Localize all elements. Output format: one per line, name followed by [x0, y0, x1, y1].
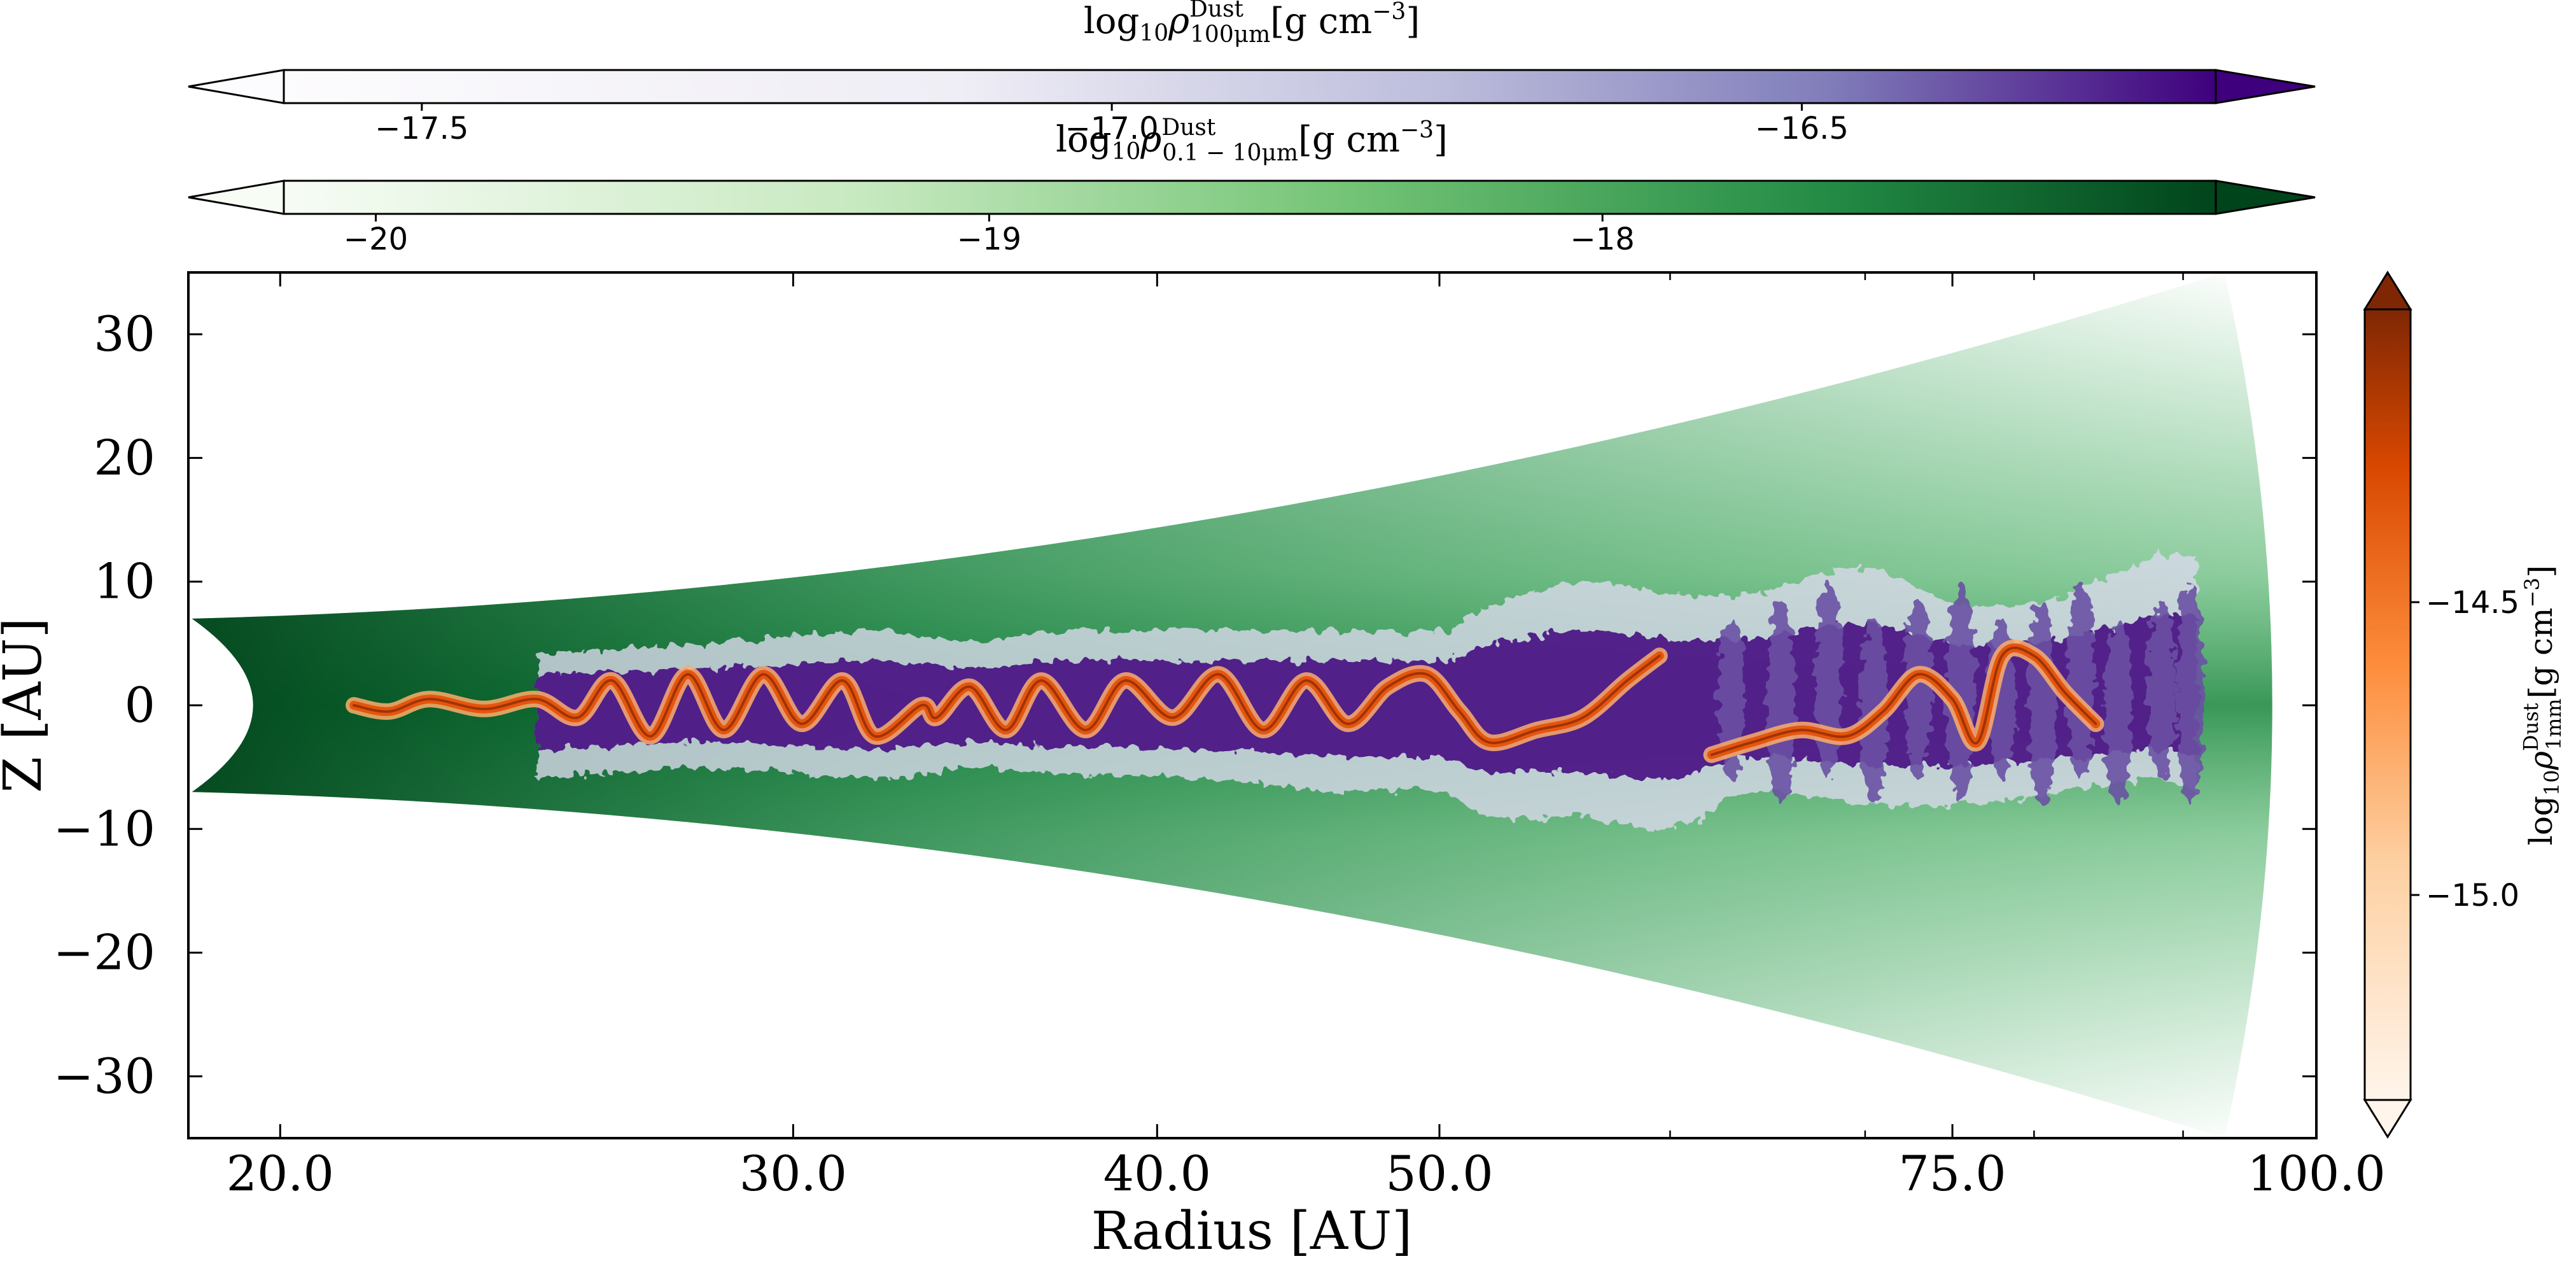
x-tick-label: 75.0: [1898, 1145, 2006, 1202]
filament-spine: [353, 654, 1661, 745]
y-axis-label: Z [AU]: [0, 617, 53, 793]
colorbar-tick-label: −16.5: [1755, 111, 1849, 146]
colorbar-100um-ramp: [283, 69, 2217, 104]
dust-100um-column: [2148, 600, 2176, 780]
colorbar-1mm-ramp: [2363, 308, 2412, 1101]
colorbar-100um-lower-extension: [188, 69, 285, 104]
colorbar-1mm-tick-label: −15.0: [2426, 878, 2519, 913]
colorbar-tick-label: −19: [957, 222, 1021, 257]
colorbar-small-upper-extension: [2215, 180, 2316, 215]
colorbar-1mm: −14.5 −15.0 log10ρDust1mm[g cm−3]: [2363, 271, 2566, 1139]
inner-cavity: [188, 616, 253, 794]
colorbar-100um-label: log10ρDust 100μm[g cm−3]: [1084, 0, 1420, 48]
dust-100um-column: [1904, 600, 1933, 780]
colorbar-tick-label: −20: [344, 222, 408, 257]
y-tick-label: 30: [94, 306, 155, 362]
y-tick-label: −10: [53, 800, 155, 857]
colorbar-100um: log10ρDust 100μm[g cm−3] −17.5 −17.0 −16.5: [188, 0, 2316, 146]
dust-100um-column: [2176, 581, 2204, 805]
colorbar-tick-label: −17.5: [375, 111, 468, 146]
dust-100um-column: [1767, 600, 1795, 805]
colorbar-1mm-lower-extension: [2363, 1099, 2412, 1139]
colorbar-small-ramp: [283, 180, 2217, 215]
y-tick-label: −30: [53, 1048, 155, 1104]
colorbar-tick-label: −18: [1571, 222, 1635, 257]
colorbar-small-dust-label: log10ρDust 0.1 − 10μm[g cm−3]: [1056, 115, 1448, 166]
colorbar-small-lower-extension: [188, 180, 285, 215]
dust-100um-column: [2104, 618, 2132, 805]
dust-100um-column: [2027, 600, 2056, 805]
colorbar-1mm-label: log10ρDust1mm[g cm−3]: [2519, 565, 2566, 845]
x-tick-label: 40.0: [1103, 1145, 1211, 1202]
x-tick-label: 50.0: [1385, 1145, 1493, 1202]
y-tick-label: 20: [94, 429, 155, 486]
colorbar-1mm-upper-extension: [2363, 271, 2412, 311]
colorbar-tick-label: −17.0: [1065, 111, 1159, 146]
filament-spine: [1710, 646, 2097, 756]
x-tick-label: 30.0: [739, 1145, 847, 1202]
colorbar-small-dust: log10ρDust 0.1 − 10μm[g cm−3] −20 −19 −18: [188, 115, 2316, 257]
colorbar-100um-upper-extension: [2215, 69, 2316, 104]
main-axes: 20.0 30.0 40.0 50.0 75.0 100.0 30 20 10 0 −10 −20 −…: [0, 271, 2386, 1261]
y-tick-label: 10: [94, 553, 155, 610]
x-tick-label: 20.0: [227, 1145, 334, 1202]
y-tick-label: −20: [53, 924, 155, 981]
dust-100um-column: [1814, 581, 1843, 780]
1mm-dust-filament: [346, 639, 2104, 763]
dust-100um-column: [2066, 581, 2095, 780]
x-axis-label: Radius [AU]: [1091, 1201, 1413, 1261]
y-tick-label: 0: [125, 677, 155, 733]
x-tick-label: 100.0: [2247, 1145, 2386, 1202]
colorbar-1mm-tick-label: −14.5: [2426, 585, 2519, 621]
